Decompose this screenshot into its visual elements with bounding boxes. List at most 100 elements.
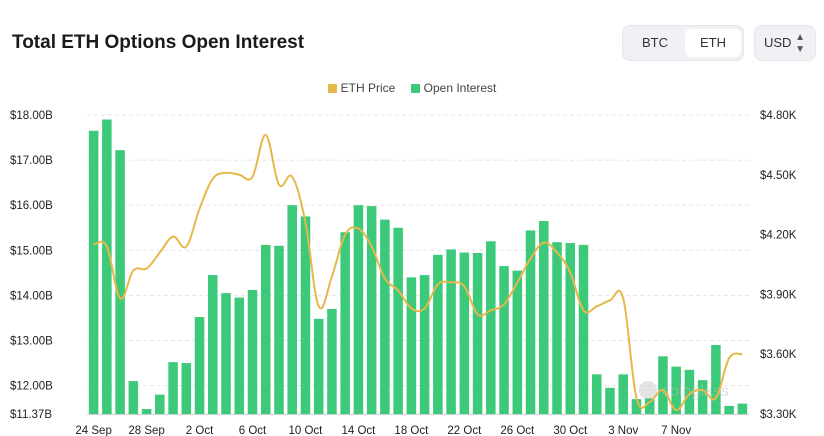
- left-tick-label: $18.00B: [10, 110, 53, 122]
- oi-bar: [155, 394, 165, 414]
- oi-bar: [300, 216, 311, 414]
- btc-toggle-button[interactable]: BTC: [642, 35, 668, 50]
- oi-bar: [208, 275, 218, 414]
- oi-bar: [102, 119, 112, 415]
- x-tick-label: 10 Oct: [289, 425, 324, 436]
- oi-bar: [221, 293, 231, 414]
- left-tick-label: $17.00B: [10, 155, 53, 167]
- oi-bar: [260, 244, 271, 414]
- oi-bar: [684, 369, 695, 414]
- left-tick-label: $11.37B: [10, 409, 52, 421]
- oi-bar: [340, 232, 350, 414]
- left-tick-label: $13.00B: [10, 335, 53, 347]
- watermark: coinglass: [639, 381, 729, 400]
- oi-bar: [194, 317, 205, 414]
- x-tick-label: 22 Oct: [447, 425, 482, 436]
- legend-item-open-interest[interactable]: Open Interest: [410, 81, 497, 95]
- oi-bar: [168, 362, 178, 414]
- right-tick-label: $3.90K: [760, 289, 797, 301]
- x-axis: 24 Sep 28 Sep 2 Oct 6 Oct 10 Oct 14 Oct 18 Oct…: [75, 414, 749, 436]
- oi-bar: [88, 130, 99, 415]
- oi-bar: [287, 205, 297, 414]
- x-tick-label: 6 Oct: [239, 425, 267, 436]
- oi-bar: [605, 387, 615, 414]
- currency-value: USD: [764, 35, 792, 50]
- oi-bar: [393, 227, 403, 414]
- oi-bar: [366, 206, 377, 414]
- legend-label-eth-price: ETH Price: [340, 81, 396, 95]
- oi-bar: [631, 399, 642, 414]
- oi-bar: [115, 150, 125, 415]
- oi-bar: [671, 366, 681, 414]
- x-tick-label: 2 Oct: [186, 425, 214, 436]
- right-tick-label: $3.30K: [760, 409, 797, 421]
- oi-bar: [380, 219, 390, 414]
- oi-bar: [539, 220, 549, 414]
- left-tick-label: $14.00B: [10, 290, 53, 302]
- right-tick-label: $4.20K: [760, 230, 797, 242]
- price-line: [93, 133, 743, 412]
- x-tick-label: 3 Nov: [608, 425, 638, 436]
- oi-bar: [644, 398, 655, 414]
- oi-bar: [565, 243, 576, 414]
- oi-bar: [711, 345, 721, 414]
- x-tick-label: 28 Sep: [128, 425, 164, 436]
- left-tick-label: $12.00B: [10, 381, 53, 393]
- right-tick-label: $4.80K: [760, 110, 797, 122]
- oi-bar: [353, 205, 364, 414]
- right-axis: $3.30K $3.60K $3.90K $4.20K $4.50K $4.80K: [760, 110, 797, 421]
- oi-bar: [472, 253, 483, 414]
- legend-swatch-eth-price: [327, 84, 337, 93]
- x-tick-label: 26 Oct: [500, 425, 535, 436]
- oi-bar: [234, 297, 245, 414]
- oi-bar: [525, 230, 536, 414]
- chevron-updown-icon: ▲ ▼: [795, 32, 805, 55]
- bars: [88, 119, 748, 415]
- legend-swatch-open-interest: [410, 84, 420, 93]
- oi-bar: [499, 266, 509, 414]
- left-tick-label: $15.00B: [10, 245, 53, 257]
- oi-bar: [406, 277, 417, 414]
- oi-bar: [446, 249, 456, 414]
- currency-select[interactable]: USD ▲ ▼: [754, 25, 816, 61]
- right-tick-label: $4.50K: [760, 170, 797, 182]
- oi-bar: [724, 405, 734, 414]
- oi-bar: [618, 374, 628, 414]
- oi-bar: [327, 308, 337, 414]
- page-title: Total ETH Options Open Interest: [12, 32, 305, 53]
- oi-bar: [433, 254, 443, 414]
- oi-bar: [578, 244, 589, 414]
- x-tick-label: 14 Oct: [341, 425, 376, 436]
- oi-bar: [313, 318, 324, 414]
- oi-bar: [737, 403, 748, 414]
- oi-bar: [141, 409, 152, 414]
- oi-bar: [658, 356, 668, 414]
- legend-label-open-interest: Open Interest: [423, 81, 497, 95]
- chart-legend: ETH Price Open Interest: [0, 81, 824, 95]
- legend-item-eth-price[interactable]: ETH Price: [327, 81, 396, 95]
- oi-bar: [247, 289, 258, 414]
- grid-lines: [87, 114, 749, 387]
- left-axis: $11.37B $12.00B $13.00B $14.00B $15.00B $16.0…: [10, 110, 53, 421]
- oi-bar: [274, 245, 284, 414]
- oi-bar: [591, 374, 602, 414]
- oi-bar: [128, 381, 139, 414]
- eth-price-line: [93, 133, 743, 412]
- eth-toggle-button[interactable]: ETH: [685, 29, 741, 57]
- x-tick-label: 7 Nov: [661, 425, 691, 436]
- x-tick-label: 30 Oct: [553, 425, 588, 436]
- oi-bar: [486, 241, 496, 414]
- oi-bar: [697, 380, 708, 414]
- oi-bar: [419, 275, 430, 414]
- oi-bar: [552, 242, 562, 414]
- coin-toggle: BTC ETH: [622, 25, 744, 61]
- oi-bar: [181, 363, 192, 414]
- left-tick-label: $16.00B: [10, 200, 53, 212]
- right-tick-label: $3.60K: [760, 349, 797, 361]
- oi-bar: [512, 270, 523, 414]
- x-tick-label: 24 Sep: [75, 425, 111, 436]
- x-tick-label: 18 Oct: [394, 425, 429, 436]
- oi-bar: [459, 252, 470, 414]
- watermark-logo-icon: [639, 381, 657, 399]
